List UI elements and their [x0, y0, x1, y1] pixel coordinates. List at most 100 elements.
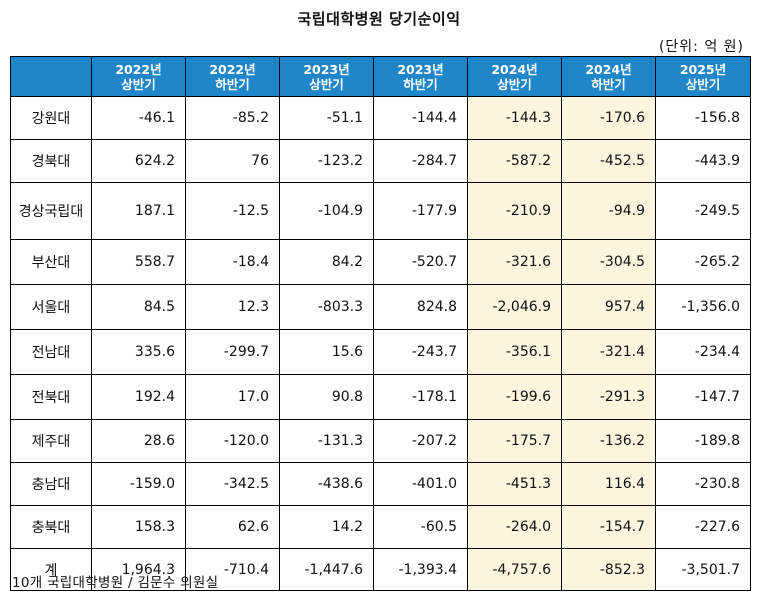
table-cell: -401.0 [373, 462, 468, 506]
table-cell: 158.3 [91, 505, 186, 549]
table-cell: -177.9 [373, 182, 468, 240]
table-cell: -304.5 [561, 239, 656, 285]
table-cell: 15.6 [279, 329, 374, 375]
table-cell: -587.2 [467, 139, 562, 183]
table-cell: -207.2 [373, 419, 468, 463]
table-cell: -356.1 [467, 329, 562, 375]
table-cell: -299.7 [185, 329, 280, 375]
table-row: 충남대 -159.0 -342.5 -438.6 -401.0 -451.3 116.4 -2… [10, 462, 751, 506]
table-cell: 84.5 [91, 284, 186, 330]
column-header: 2023년 하반기 [373, 56, 468, 97]
table-cell: -2,046.9 [467, 284, 562, 330]
table-row: 전북대 192.4 17.0 90.8 -178.1 -199.6 -291.3 -147.7 [10, 374, 751, 420]
table-cell: -60.5 [373, 505, 468, 549]
table-cell: -147.7 [655, 374, 751, 420]
table-cell: -120.0 [185, 419, 280, 463]
table-cell: -249.5 [655, 182, 751, 240]
table-row: 강원대 -46.1 -85.2 -51.1 -144.4 -144.3 -170.6 -156… [10, 96, 751, 140]
table-cell: 624.2 [91, 139, 186, 183]
table-cell: -131.3 [279, 419, 374, 463]
table-cell: -178.1 [373, 374, 468, 420]
table-cell: -438.6 [279, 462, 374, 506]
table-cell: -4,757.6 [467, 548, 562, 591]
row-label: 제주대 [10, 419, 92, 463]
row-label: 전남대 [10, 329, 92, 375]
table-cell: -51.1 [279, 96, 374, 140]
table-cell: -1,447.6 [279, 548, 374, 591]
row-label: 부산대 [10, 239, 92, 285]
table-cell: -18.4 [185, 239, 280, 285]
table-cell: 187.1 [91, 182, 186, 240]
table-cell: 192.4 [91, 374, 186, 420]
row-label: 계 [10, 548, 92, 591]
table-cell: -264.0 [467, 505, 562, 549]
table-cell: -452.5 [561, 139, 656, 183]
table-cell: -321.4 [561, 329, 656, 375]
table-cell: -227.6 [655, 505, 751, 549]
table-cell: -342.5 [185, 462, 280, 506]
source-footnote: 10개 국립대학병원 / 김문수 의원실 [12, 575, 219, 591]
table-cell: -451.3 [467, 462, 562, 506]
table-cell: 84.2 [279, 239, 374, 285]
table-cell: 62.6 [185, 505, 280, 549]
table-cell: -520.7 [373, 239, 468, 285]
table-cell: -234.4 [655, 329, 751, 375]
table-cell: 558.7 [91, 239, 186, 285]
table-cell: 76 [185, 139, 280, 183]
table-row: 제주대 28.6 -120.0 -131.3 -207.2 -175.7 -136.2 -18… [10, 419, 751, 463]
table-cell: 335.6 [91, 329, 186, 375]
table-cell: 1,964.3 [91, 548, 186, 591]
table-cell: -85.2 [185, 96, 280, 140]
profit-table: 2022년 상반기 2022년 하반기 2023년 상반기 2023년 하반기 2024… [10, 56, 751, 591]
row-label: 서울대 [10, 284, 92, 330]
table-cell: 14.2 [279, 505, 374, 549]
table-cell: -852.3 [561, 548, 656, 591]
column-header: 2022년 상반기 [91, 56, 186, 97]
table-cell: -291.3 [561, 374, 656, 420]
row-label: 충남대 [10, 462, 92, 506]
table-row: 전남대 335.6 -299.7 15.6 -243.7 -356.1 -321.4 -234… [10, 329, 751, 375]
table-row: 경북대 624.2 76 -123.2 -284.7 -587.2 -452.5 -443.9 [10, 139, 751, 183]
header-corner [10, 56, 92, 97]
table-row: 부산대 558.7 -18.4 84.2 -520.7 -321.6 -304.5 -265.… [10, 239, 751, 285]
table-cell: -104.9 [279, 182, 374, 240]
table-cell: -136.2 [561, 419, 656, 463]
table-cell: 116.4 [561, 462, 656, 506]
table-cell: -159.0 [91, 462, 186, 506]
table-cell: -189.8 [655, 419, 751, 463]
table-cell: -803.3 [279, 284, 374, 330]
column-header: 2024년 하반기 [561, 56, 656, 97]
table-row: 충북대 158.3 62.6 14.2 -60.5 -264.0 -154.7 -227.6 [10, 505, 751, 549]
table-cell: 957.4 [561, 284, 656, 330]
table-cell: -1,393.4 [373, 548, 468, 591]
table-cell: 90.8 [279, 374, 374, 420]
table-cell: -46.1 [91, 96, 186, 140]
table-cell: -144.3 [467, 96, 562, 140]
row-label: 전북대 [10, 374, 92, 420]
table-cell: 28.6 [91, 419, 186, 463]
table-cell: -265.2 [655, 239, 751, 285]
table-row: 경상국립대 187.1 -12.5 -104.9 -177.9 -210.9 -94.9 -2… [10, 182, 751, 240]
table-cell: -243.7 [373, 329, 468, 375]
table-cell: -175.7 [467, 419, 562, 463]
row-label: 강원대 [10, 96, 92, 140]
table-cell: -443.9 [655, 139, 751, 183]
table-cell: 824.8 [373, 284, 468, 330]
table-cell: -123.2 [279, 139, 374, 183]
header-row: 2022년 상반기 2022년 하반기 2023년 상반기 2023년 하반기 2024… [10, 56, 751, 97]
table-cell: -210.9 [467, 182, 562, 240]
table-cell: -284.7 [373, 139, 468, 183]
column-header: 2024년 상반기 [467, 56, 562, 97]
row-label: 충북대 [10, 505, 92, 549]
row-label: 경상국립대 [10, 182, 92, 240]
table-cell: -1,356.0 [655, 284, 751, 330]
column-header: 2022년 하반기 [185, 56, 280, 97]
table-cell: 17.0 [185, 374, 280, 420]
column-header: 2025년 상반기 [655, 56, 751, 97]
table-cell: -3,501.7 [655, 548, 751, 591]
table-cell: -321.6 [467, 239, 562, 285]
table-row: 서울대 84.5 12.3 -803.3 824.8 -2,046.9 957.4 -1,35… [10, 284, 751, 330]
table-cell: -154.7 [561, 505, 656, 549]
row-label: 경북대 [10, 139, 92, 183]
table-cell: 12.3 [185, 284, 280, 330]
